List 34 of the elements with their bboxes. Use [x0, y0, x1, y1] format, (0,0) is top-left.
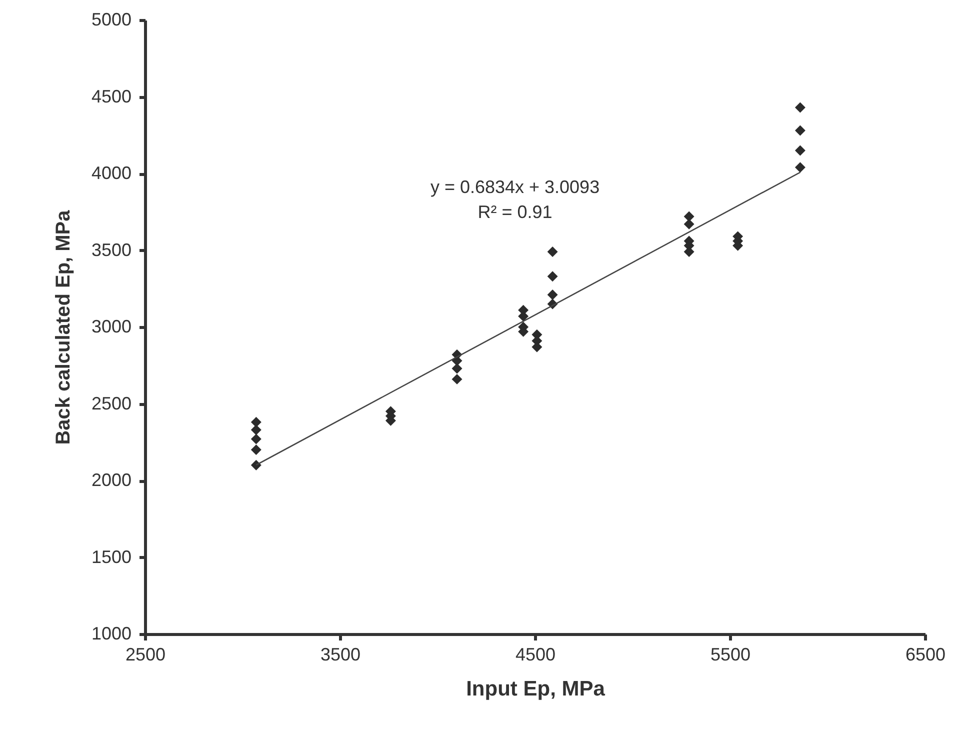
- y-tick-label: 1500: [91, 546, 132, 567]
- y-tick-label: 3500: [91, 240, 132, 260]
- point: [250, 424, 262, 436]
- y-tick-label: 4000: [91, 163, 132, 183]
- point: [684, 218, 694, 230]
- point: [794, 145, 806, 156]
- point: [250, 434, 262, 444]
- x-tick-label: 6500: [905, 644, 946, 664]
- point: [452, 363, 462, 374]
- y-tick-label: 3000: [91, 316, 132, 336]
- y-tick-label: 4500: [91, 86, 132, 106]
- x-tick-label: 2500: [125, 644, 166, 664]
- point: [547, 246, 558, 258]
- x-tick-label: 4500: [515, 644, 556, 664]
- point: [794, 162, 806, 173]
- annotation: R² = 0.91: [478, 202, 552, 222]
- point: [684, 211, 694, 222]
- point: [547, 290, 558, 300]
- point: [250, 460, 262, 470]
- y-tick-label: 5000: [91, 10, 132, 30]
- x-tick-label: 3500: [320, 644, 361, 664]
- point: [547, 271, 558, 282]
- annotation: y = 0.6834x + 3.0093: [430, 177, 600, 197]
- x-axis-title: Input Ep, MPa: [466, 678, 606, 700]
- x-tick-label: 5500: [710, 644, 751, 664]
- point: [452, 374, 462, 384]
- point: [250, 416, 262, 428]
- y-tick-label: 2000: [91, 470, 132, 490]
- point: [794, 102, 806, 113]
- point: [794, 125, 806, 136]
- point: [250, 444, 262, 456]
- y-tick-label: 2500: [91, 393, 132, 414]
- y-tick-label: 1000: [91, 624, 132, 644]
- y-axis-title: Back calculated Ep, MPa: [52, 209, 74, 445]
